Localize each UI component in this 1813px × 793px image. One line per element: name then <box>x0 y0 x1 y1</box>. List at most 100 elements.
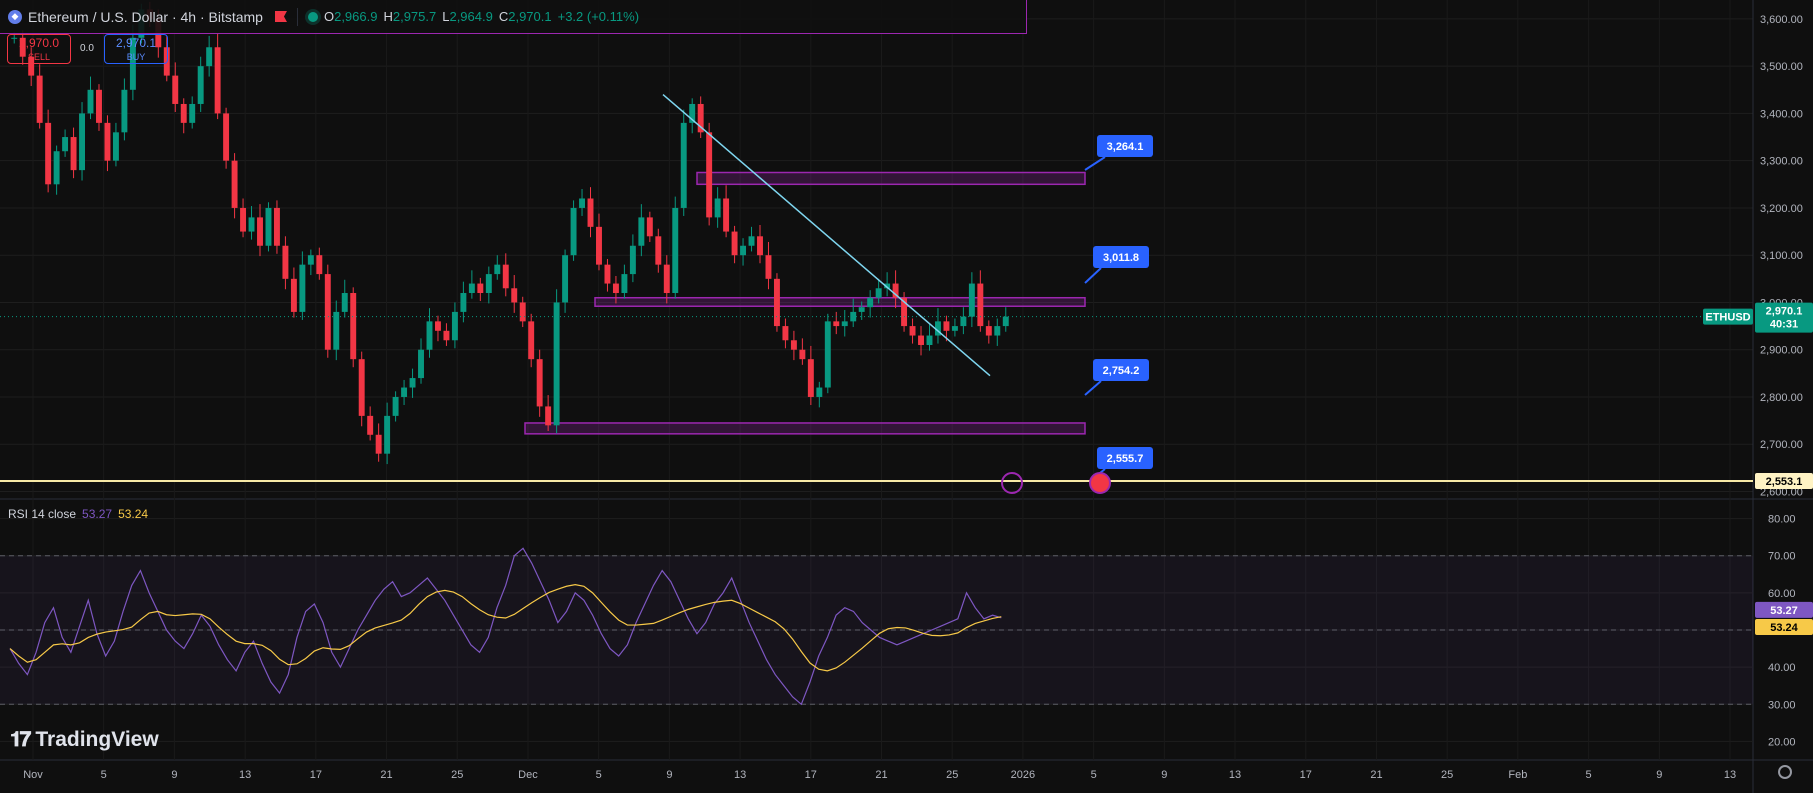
rsi-legend[interactable]: RSI 14 close 53.27 53.24 <box>8 507 149 521</box>
time-tick-label: 21 <box>1370 769 1382 781</box>
candle-body <box>426 321 433 350</box>
tradingview-logo[interactable]: 𝟏𝟕 TradingView <box>10 728 159 751</box>
candle-body <box>731 231 738 256</box>
price-change: +3.2 (+0.11%) <box>557 9 640 24</box>
candle-body <box>604 264 611 284</box>
candle-body <box>621 274 628 294</box>
time-tick-label: 5 <box>1586 769 1592 781</box>
price-label-box <box>1093 359 1149 381</box>
candle-body <box>545 406 552 426</box>
market-open-icon <box>307 11 318 22</box>
price-tick-label: 3,400.00 <box>1760 108 1803 120</box>
candle-body <box>70 137 77 171</box>
support-resistance-zones[interactable] <box>524 171 1086 435</box>
price-label-text: 2,754.2 <box>1103 365 1140 377</box>
candle-body <box>341 293 348 312</box>
buy-button[interactable]: 2,970.1 BUY <box>104 34 168 64</box>
candle-body <box>680 122 687 208</box>
candle-body <box>290 278 297 312</box>
time-tick-label: 21 <box>380 769 392 781</box>
candle-body <box>206 47 213 67</box>
candle-body <box>706 132 713 218</box>
symbol-header[interactable]: ◆ Ethereum / U.S. Dollar · 4h · Bitstamp… <box>0 0 1027 34</box>
candle-body <box>562 255 569 303</box>
horizontal-line-badge <box>1755 473 1813 489</box>
candle-body <box>358 359 365 416</box>
candle-body <box>121 89 128 133</box>
trendline-segment <box>662 93 991 377</box>
rsi-tick-label: 80.00 <box>1768 514 1796 526</box>
time-tick-label: Dec <box>518 769 538 781</box>
candle-body <box>773 278 780 327</box>
time-tick-label: 9 <box>1161 769 1167 781</box>
candle-body <box>858 307 865 312</box>
price-tick-label: 2,900.00 <box>1760 345 1803 357</box>
time-tick-label: 17 <box>805 769 817 781</box>
candle-body <box>799 349 806 360</box>
candle-body <box>350 293 357 360</box>
candle-body <box>45 122 52 185</box>
candle-body <box>918 335 924 345</box>
price-tick-label: 2,800.00 <box>1760 392 1803 404</box>
candle-body <box>901 297 908 327</box>
candle-body <box>884 283 891 289</box>
rsi-tick-label: 40.00 <box>1768 662 1796 674</box>
price-label-box <box>1097 447 1153 469</box>
candle-body <box>324 274 331 350</box>
candle-body <box>96 89 102 123</box>
rsi-value-badge <box>1755 601 1813 618</box>
candle-body <box>375 434 382 454</box>
candle-body <box>765 255 772 279</box>
time-tick-label: 25 <box>451 769 463 781</box>
candle-body <box>536 359 543 407</box>
candle-body <box>214 47 221 114</box>
time-tick-label: 13 <box>1229 769 1241 781</box>
current-price-badge-text: 2,970.1 <box>1766 306 1803 318</box>
current-price-badge-text: 40:31 <box>1770 319 1798 331</box>
candle-body <box>655 236 662 265</box>
candle-body <box>519 302 526 322</box>
candle-body <box>189 103 196 123</box>
ethereum-icon: ◆ <box>8 9 22 24</box>
gear-icon[interactable] <box>1778 765 1792 779</box>
candle-body <box>511 288 518 303</box>
time-tick-label: 13 <box>239 769 251 781</box>
trendline[interactable] <box>0 93 1753 482</box>
price-zone <box>594 296 1086 307</box>
time-tick-label: 17 <box>310 769 322 781</box>
candle-body <box>570 207 577 256</box>
candle-body <box>612 283 619 294</box>
price-labels[interactable]: 3,264.1 3,011.8 2,754.2 2,555.7 <box>1001 135 1153 494</box>
candle-body <box>53 151 60 185</box>
symbol-title[interactable]: Ethereum / U.S. Dollar · 4h · Bitstamp <box>28 8 263 25</box>
candle-body <box>723 198 730 232</box>
symbol-badge <box>1703 308 1753 325</box>
candle-body <box>841 321 848 327</box>
candle-body <box>587 198 594 227</box>
candle-body <box>875 288 882 298</box>
time-axis[interactable]: Nov 5 9 13 17 21 25 Dec 5 9 13 17 21 25 2026 5 9 13 17 21 25… <box>23 769 1736 781</box>
candle-body <box>850 311 857 322</box>
candle-body <box>28 56 35 76</box>
time-tick-label: 9 <box>666 769 672 781</box>
candle-body <box>316 255 323 275</box>
candle-body <box>180 103 187 123</box>
candle-body <box>867 297 874 308</box>
ohlc-values: O2,966.9 H2,975.7 L2,964.9 C2,970.1 +3.2… <box>323 9 640 24</box>
candle-body <box>502 264 509 289</box>
candle-body <box>714 198 721 218</box>
time-tick-label: 9 <box>171 769 177 781</box>
rsi-ma-badge <box>1755 618 1813 635</box>
rsi-lines <box>9 547 1002 706</box>
candle-body <box>994 326 1001 336</box>
price-axis[interactable]: 3,600.00 3,500.00 3,400.00 3,300.00 3,200.00… <box>1703 14 1813 749</box>
sell-button[interactable]: 2,970.0 SELL <box>7 34 71 64</box>
candle-body <box>273 207 280 246</box>
candle-body <box>307 255 314 265</box>
candle-body <box>1002 316 1009 327</box>
candle-body <box>638 217 645 246</box>
spread-value: 0.0 <box>80 43 94 54</box>
flag-icon[interactable] <box>274 11 287 22</box>
tradingview-logo-icon: 𝟏𝟕 <box>10 728 31 751</box>
